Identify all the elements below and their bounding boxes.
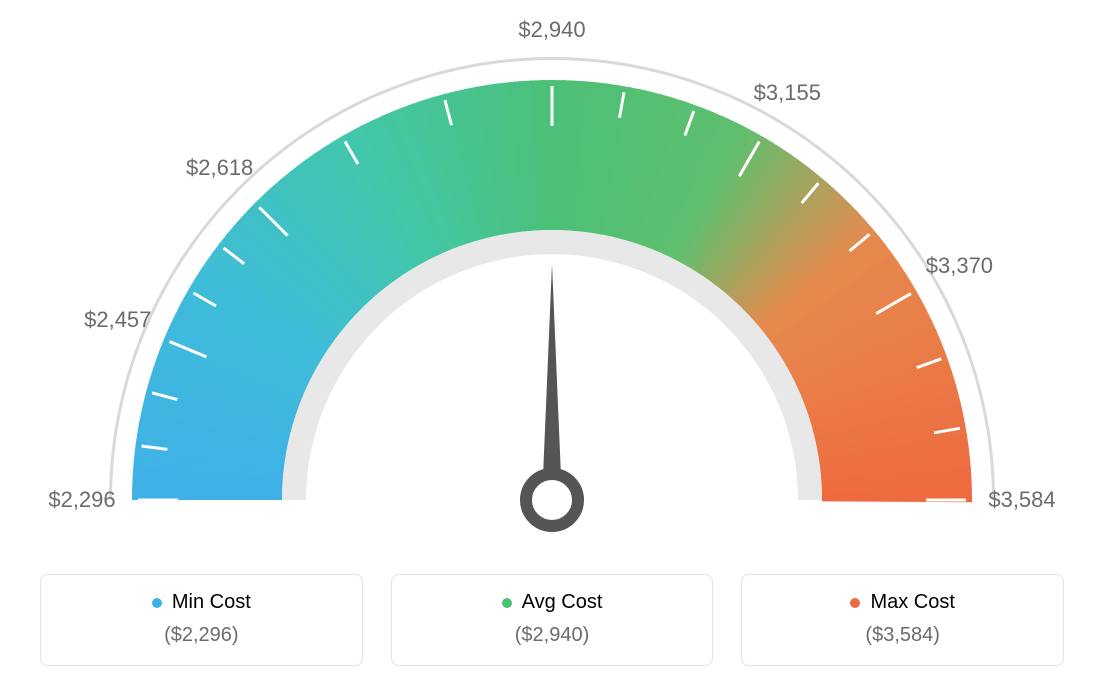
legend-value-avg: ($2,940)	[402, 624, 703, 647]
gauge-tick-label: $2,457	[84, 307, 151, 333]
legend-card-avg: Avg Cost ($2,940)	[391, 574, 714, 666]
legend-card-min: Min Cost ($2,296)	[40, 574, 363, 666]
legend-title-avg: Avg Cost	[502, 591, 603, 614]
gauge-tick-label: $2,940	[518, 17, 585, 43]
legend-label-min: Min Cost	[172, 591, 251, 614]
cost-gauge-chart: $2,296 $2,457 $2,618 $2,940 $3,155 $3,370 $3,5…	[0, 0, 1104, 690]
legend-title-max: Max Cost	[850, 591, 954, 614]
legend-row: Min Cost ($2,296) Avg Cost ($2,940) Max …	[40, 574, 1064, 666]
gauge-tick-label: $2,618	[186, 155, 253, 181]
legend-title-min: Min Cost	[152, 591, 251, 614]
gauge-tick-label: $3,155	[754, 80, 821, 106]
gauge-tick-label: $3,584	[988, 487, 1055, 513]
legend-card-max: Max Cost ($3,584)	[741, 574, 1064, 666]
legend-dot-max	[850, 598, 860, 608]
gauge-tick-label: $2,296	[48, 487, 115, 513]
gauge-tick-label: $3,370	[926, 253, 993, 279]
legend-value-max: ($3,584)	[752, 624, 1053, 647]
gauge-svg	[0, 0, 1104, 560]
legend-dot-min	[152, 598, 162, 608]
legend-label-avg: Avg Cost	[522, 591, 603, 614]
legend-label-max: Max Cost	[870, 591, 954, 614]
legend-value-min: ($2,296)	[51, 624, 352, 647]
gauge-area: $2,296 $2,457 $2,618 $2,940 $3,155 $3,370 $3,5…	[0, 0, 1104, 560]
legend-dot-avg	[502, 598, 512, 608]
